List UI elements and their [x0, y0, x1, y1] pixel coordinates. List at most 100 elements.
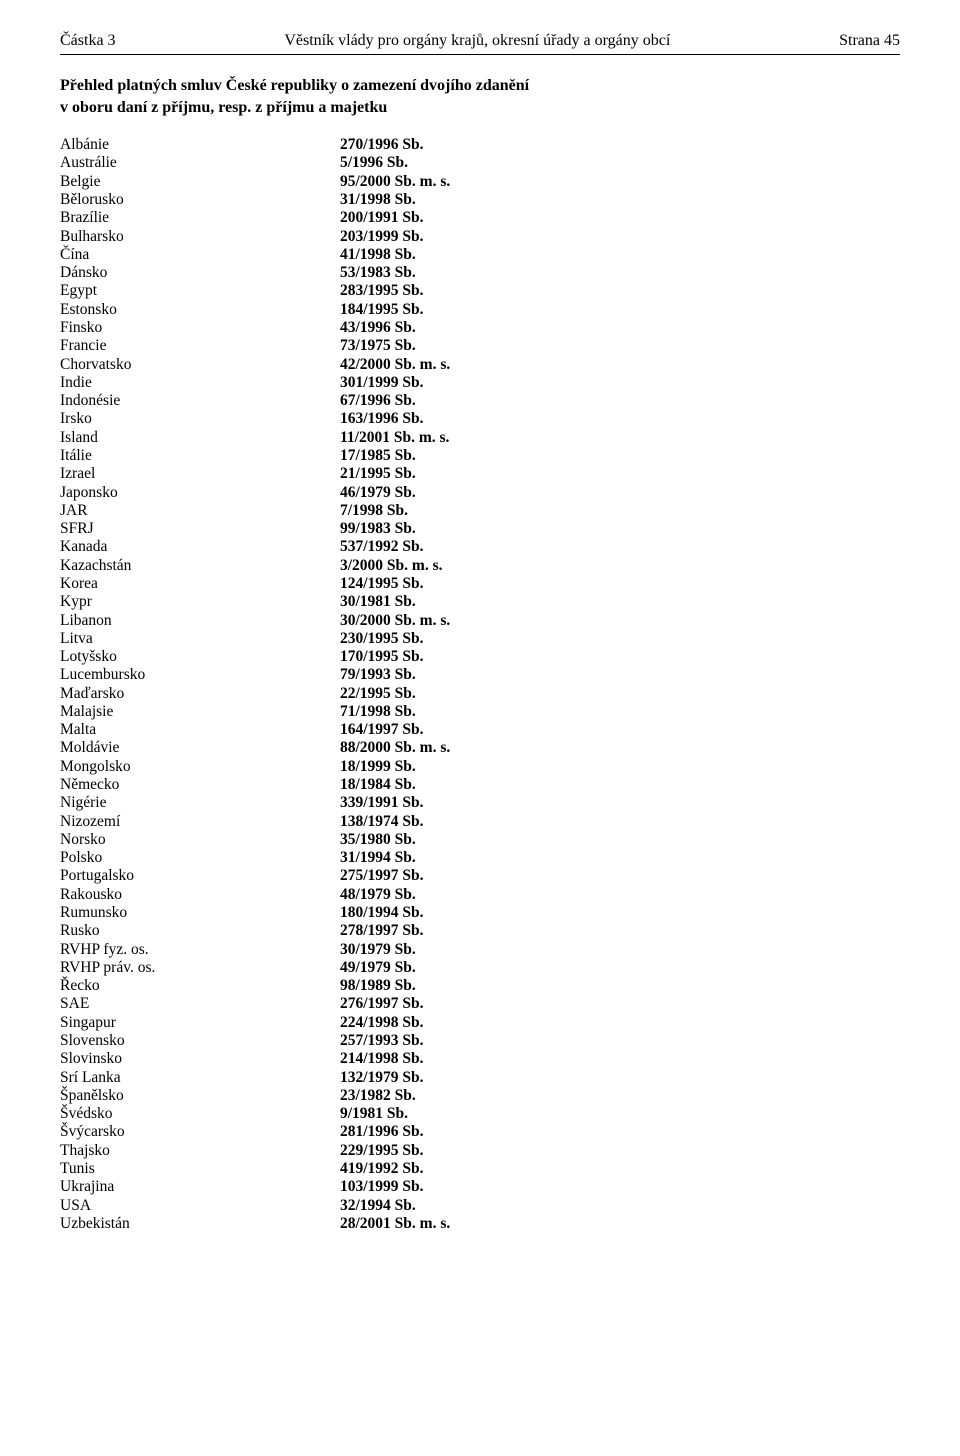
treaty-country: Lotyšsko: [60, 648, 340, 666]
treaty-reference: 41/1998 Sb.: [340, 246, 900, 264]
treaty-country: Ukrajina: [60, 1178, 340, 1196]
treaty-country: Finsko: [60, 319, 340, 337]
treaty-reference: 95/2000 Sb. m. s.: [340, 173, 900, 191]
treaty-reference: 18/1984 Sb.: [340, 776, 900, 794]
treaty-country: Bulharsko: [60, 228, 340, 246]
treaty-country: Indie: [60, 374, 340, 392]
intro-line-2: v oboru daní z příjmu, resp. z příjmu a …: [60, 97, 900, 119]
treaty-country: Itálie: [60, 447, 340, 465]
treaty-country: Nizozemí: [60, 813, 340, 831]
header-title: Věstník vlády pro orgány krajů, okresní …: [116, 32, 840, 50]
treaty-reference: 43/1996 Sb.: [340, 319, 900, 337]
treaty-country: Španělsko: [60, 1087, 340, 1105]
treaty-reference: 30/2000 Sb. m. s.: [340, 612, 900, 630]
treaty-reference: 31/1994 Sb.: [340, 849, 900, 867]
treaty-country: Rakousko: [60, 886, 340, 904]
treaty-reference: 276/1997 Sb.: [340, 995, 900, 1013]
treaty-reference: 88/2000 Sb. m. s.: [340, 739, 900, 757]
treaty-country: Maďarsko: [60, 685, 340, 703]
treaty-reference: 281/1996 Sb.: [340, 1123, 900, 1141]
treaty-reference: 180/1994 Sb.: [340, 904, 900, 922]
treaty-reference: 214/1998 Sb.: [340, 1050, 900, 1068]
treaty-country: Austrálie: [60, 154, 340, 172]
treaty-reference: 278/1997 Sb.: [340, 922, 900, 940]
treaty-country: Indonésie: [60, 392, 340, 410]
treaty-country: SFRJ: [60, 520, 340, 538]
treaty-country: Tunis: [60, 1160, 340, 1178]
treaty-country: Brazílie: [60, 209, 340, 227]
treaty-reference: 17/1985 Sb.: [340, 447, 900, 465]
treaty-country: Rumunsko: [60, 904, 340, 922]
treaty-country: Srí Lanka: [60, 1069, 340, 1087]
treaty-country: USA: [60, 1197, 340, 1215]
treaty-reference: 71/1998 Sb.: [340, 703, 900, 721]
treaty-country: Chorvatsko: [60, 356, 340, 374]
treaty-reference: 230/1995 Sb.: [340, 630, 900, 648]
treaty-reference: 21/1995 Sb.: [340, 465, 900, 483]
treaty-reference: 23/1982 Sb.: [340, 1087, 900, 1105]
treaty-reference: 283/1995 Sb.: [340, 282, 900, 300]
treaty-country: Malajsie: [60, 703, 340, 721]
treaty-reference: 103/1999 Sb.: [340, 1178, 900, 1196]
treaty-country: Řecko: [60, 977, 340, 995]
treaty-reference: 301/1999 Sb.: [340, 374, 900, 392]
treaty-country: Island: [60, 429, 340, 447]
treaty-table: Albánie270/1996 Sb.Austrálie5/1996 Sb.Be…: [60, 136, 900, 1233]
treaty-reference: 99/1983 Sb.: [340, 520, 900, 538]
treaty-reference: 224/1998 Sb.: [340, 1014, 900, 1032]
treaty-country: Norsko: [60, 831, 340, 849]
treaty-country: Německo: [60, 776, 340, 794]
treaty-reference: 31/1998 Sb.: [340, 191, 900, 209]
treaty-country: Albánie: [60, 136, 340, 154]
treaty-reference: 11/2001 Sb. m. s.: [340, 429, 900, 447]
treaty-reference: 53/1983 Sb.: [340, 264, 900, 282]
treaty-country: Francie: [60, 337, 340, 355]
treaty-country: Japonsko: [60, 484, 340, 502]
treaty-reference: 98/1989 Sb.: [340, 977, 900, 995]
treaty-country: Kypr: [60, 593, 340, 611]
treaty-country: Portugalsko: [60, 867, 340, 885]
treaty-reference: 46/1979 Sb.: [340, 484, 900, 502]
treaty-reference: 200/1991 Sb.: [340, 209, 900, 227]
treaty-country: Kanada: [60, 538, 340, 556]
intro-heading: Přehled platných smluv České republiky o…: [60, 75, 900, 118]
intro-line-1: Přehled platných smluv České republiky o…: [60, 75, 900, 97]
treaty-country: Mongolsko: [60, 758, 340, 776]
treaty-country: Rusko: [60, 922, 340, 940]
treaty-reference: 163/1996 Sb.: [340, 410, 900, 428]
treaty-reference: 48/1979 Sb.: [340, 886, 900, 904]
treaty-reference: 32/1994 Sb.: [340, 1197, 900, 1215]
treaty-reference: 138/1974 Sb.: [340, 813, 900, 831]
treaty-reference: 5/1996 Sb.: [340, 154, 900, 172]
treaty-country: Uzbekistán: [60, 1215, 340, 1233]
treaty-reference: 22/1995 Sb.: [340, 685, 900, 703]
treaty-country: Izrael: [60, 465, 340, 483]
treaty-reference: 30/1979 Sb.: [340, 941, 900, 959]
treaty-country: Litva: [60, 630, 340, 648]
treaty-country: Singapur: [60, 1014, 340, 1032]
treaty-country: JAR: [60, 502, 340, 520]
treaty-reference: 35/1980 Sb.: [340, 831, 900, 849]
treaty-country: Malta: [60, 721, 340, 739]
treaty-country: Švýcarsko: [60, 1123, 340, 1141]
treaty-reference: 170/1995 Sb.: [340, 648, 900, 666]
treaty-reference: 270/1996 Sb.: [340, 136, 900, 154]
treaty-country: Moldávie: [60, 739, 340, 757]
treaty-country: Slovinsko: [60, 1050, 340, 1068]
treaty-reference: 419/1992 Sb.: [340, 1160, 900, 1178]
treaty-country: Libanon: [60, 612, 340, 630]
treaty-reference: 184/1995 Sb.: [340, 301, 900, 319]
treaty-country: Nigérie: [60, 794, 340, 812]
treaty-country: Čína: [60, 246, 340, 264]
document-page: Částka 3 Věstník vlády pro orgány krajů,…: [0, 0, 960, 1456]
treaty-reference: 3/2000 Sb. m. s.: [340, 557, 900, 575]
treaty-country: Irsko: [60, 410, 340, 428]
treaty-country: Egypt: [60, 282, 340, 300]
treaty-reference: 229/1995 Sb.: [340, 1142, 900, 1160]
header-page-number: Strana 45: [839, 32, 900, 50]
treaty-reference: 49/1979 Sb.: [340, 959, 900, 977]
treaty-country: RVHP fyz. os.: [60, 941, 340, 959]
treaty-country: Korea: [60, 575, 340, 593]
treaty-country: Estonsko: [60, 301, 340, 319]
treaty-country: Lucembursko: [60, 666, 340, 684]
